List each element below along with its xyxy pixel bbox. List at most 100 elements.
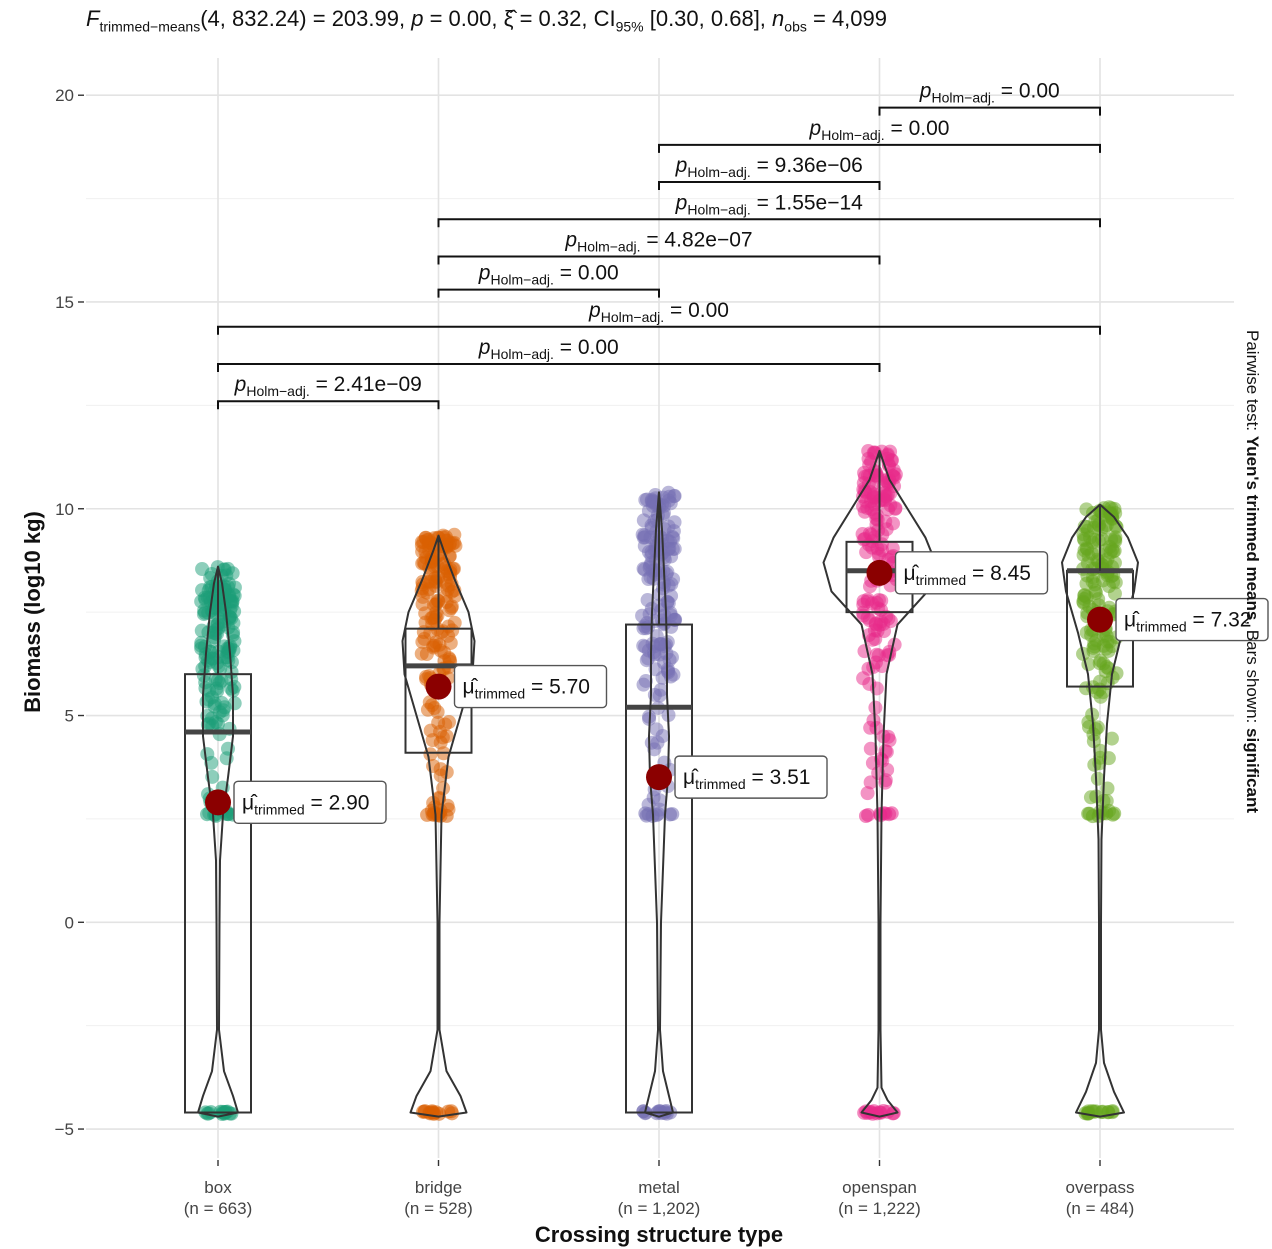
data-point [659, 567, 674, 582]
data-point [664, 619, 679, 634]
y-tick-label: 15 [55, 293, 74, 312]
pairwise-layer: pHolm−adj. = 2.41e−09 pHolm−adj. = 0.00 pH… [217, 80, 1101, 410]
pairwise-bridge-openspan: pHolm−adj. = 4.82e−07 [437, 228, 881, 265]
violin-box [197, 565, 239, 1118]
data-point [415, 634, 430, 649]
mean-label-box [1115, 597, 1269, 642]
pairwise-bridge-overpass: pHolm−adj. = 1.55e−14 [437, 191, 1101, 228]
caption-middle: , Bars shown: [1243, 620, 1262, 729]
mean-label-text: μ̂trimmed = 5.70 [463, 676, 590, 702]
data-point [868, 700, 883, 715]
data-point [444, 584, 459, 599]
x-tick-label: overpass [1066, 1178, 1135, 1197]
mean-label-text: μ̂trimmed = 3.51 [683, 766, 810, 792]
data-point [208, 715, 223, 730]
data-point [869, 721, 884, 736]
data-point [660, 595, 675, 610]
boxplot-metal [625, 492, 693, 1114]
data-point [1090, 771, 1105, 786]
data-point [197, 605, 212, 620]
data-point [438, 717, 453, 732]
pairwise-box-overpass: pHolm−adj. = 0.00 [217, 299, 1101, 335]
pairwise-metal-overpass: pHolm−adj. = 0.00 [658, 117, 1101, 153]
data-point [867, 487, 882, 502]
data-point [220, 561, 235, 576]
trimmed-mean-point [646, 764, 672, 791]
mean-layer: μ̂trimmed = 2.90 μ̂trimmed = 5.70 μ̂trimme… [205, 551, 1269, 825]
points-box [194, 560, 242, 1121]
data-point [1103, 545, 1118, 560]
data-point [1079, 576, 1094, 591]
pairwise-bracket [217, 363, 881, 373]
data-point [1099, 641, 1114, 656]
pairwise-bracket [437, 255, 881, 265]
x-tick-count: (n = 484) [1066, 1199, 1135, 1218]
pairwise-label: pHolm−adj. = 0.00 [919, 80, 1060, 106]
pairwise-label: pHolm−adj. = 2.41e−09 [234, 373, 422, 399]
points-layer [194, 443, 1124, 1121]
data-point [434, 625, 449, 640]
data-point [444, 599, 459, 614]
data-point [227, 679, 242, 694]
x-tick-label: bridge [415, 1178, 462, 1197]
trimmed-mean-point [866, 559, 893, 586]
pairwise-label: pHolm−adj. = 1.55e−14 [675, 191, 864, 217]
data-point [422, 582, 437, 597]
data-point [642, 607, 657, 622]
mean-label-text: μ̂trimmed = 2.90 [242, 791, 369, 817]
mean-label-box [233, 780, 387, 825]
data-point [883, 444, 898, 459]
data-point [868, 655, 883, 670]
chart-title: Ftrimmed−means(4, 832.24) = 203.99, p = … [86, 6, 887, 34]
pairwise-bracket [658, 143, 1101, 153]
title-n-symbol: n [772, 6, 785, 31]
trimmed-mean-label: μ̂trimmed = 5.70 [453, 664, 608, 709]
data-point [432, 637, 447, 652]
trimmed-mean-label: μ̂trimmed = 8.45 [894, 551, 1049, 595]
data-point [214, 695, 229, 710]
data-point [1083, 530, 1098, 545]
pairwise-label: pHolm−adj. = 0.00 [478, 336, 619, 362]
trimmed-mean-label: μ̂trimmed = 3.51 [674, 755, 828, 799]
title-n-subscript: obs [784, 18, 807, 35]
x-tick-label: box [204, 1178, 232, 1197]
data-point [652, 802, 667, 817]
title-effect-symbol: ξ̂ [503, 6, 514, 31]
data-point [220, 650, 235, 665]
data-point [863, 741, 878, 756]
data-point [667, 489, 682, 504]
data-point [201, 692, 216, 707]
data-point [657, 639, 672, 654]
pairwise-label: pHolm−adj. = 0.00 [588, 299, 729, 325]
mean-label-text: μ̂trimmed = 8.45 [904, 562, 1031, 588]
data-point [879, 489, 894, 504]
pairwise-label: pHolm−adj. = 0.00 [809, 117, 950, 143]
mean-label-text: μ̂trimmed = 7.32 [1124, 609, 1251, 635]
pairwise-bracket [437, 218, 1101, 228]
pairwise-label: pHolm−adj. = 0.00 [478, 262, 619, 288]
points-openspan [855, 443, 904, 1121]
x-tick-count: (n = 528) [404, 1199, 473, 1218]
x-tick-count: (n = 1,222) [838, 1199, 921, 1218]
data-point [650, 735, 665, 750]
title-ci-subscript: 95% [615, 18, 644, 35]
trimmed-mean-label: μ̂trimmed = 2.90 [233, 780, 387, 825]
data-point [1104, 731, 1119, 746]
title-n-value: = 4,099 [806, 6, 888, 31]
data-point [645, 636, 660, 651]
caption-prefix: Pairwise test: [1243, 330, 1262, 436]
x-tick-count: (n = 663) [184, 1199, 253, 1218]
data-point [204, 755, 219, 770]
title-stat-subscript: trimmed−means [99, 18, 201, 35]
data-point [439, 729, 454, 744]
data-point [194, 638, 209, 653]
data-point [867, 623, 882, 638]
violin-layer [197, 449, 1139, 1118]
data-point [1092, 682, 1107, 697]
x-tick-label: openspan [842, 1178, 917, 1197]
pairwise-box-openspan: pHolm−adj. = 0.00 [217, 336, 881, 373]
data-point [881, 611, 896, 626]
pairwise-openspan-overpass: pHolm−adj. = 0.00 [878, 80, 1101, 116]
data-point [637, 528, 652, 543]
x-tick-count: (n = 1,202) [618, 1199, 701, 1218]
